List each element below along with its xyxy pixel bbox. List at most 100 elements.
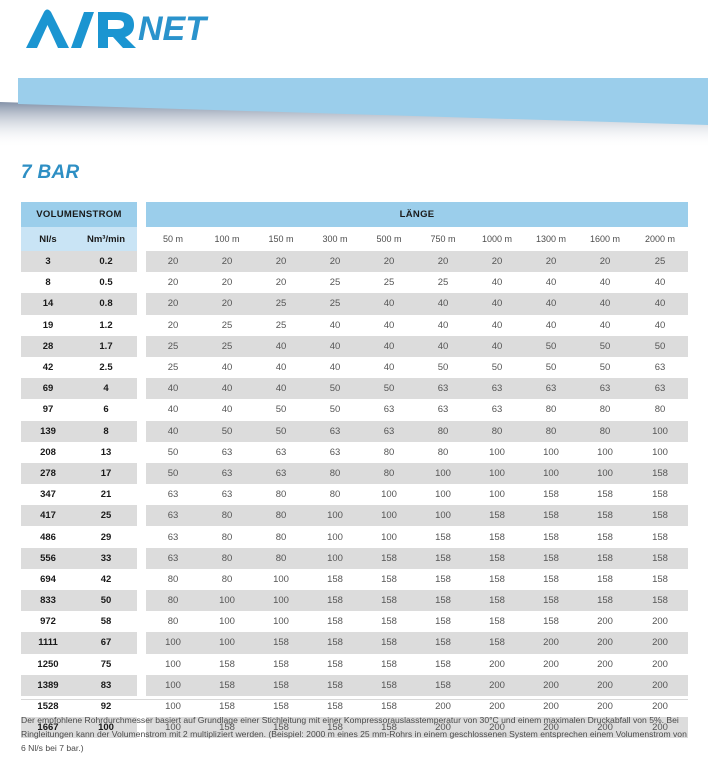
cell-diameter-100m: 80 [200, 505, 254, 527]
cell-diameter-500m: 100 [362, 484, 416, 506]
cell-diameter-1300m: 50 [524, 335, 578, 357]
header-volumenstrom: VOLUMENSTROM [21, 202, 137, 227]
cell-diameter-150m: 40 [254, 356, 308, 379]
cell-diameter-300m: 100 [308, 505, 362, 527]
cell-diameter-300m: 63 [308, 420, 362, 442]
cell-diameter-300m: 40 [308, 356, 362, 379]
page-title: 7 BAR [21, 162, 80, 183]
cell-flow-nm3min: 0.5 [75, 272, 137, 294]
sub-header-row: Nl/s Nm³/min 50 m 100 m 150 m 300 m 500 … [21, 227, 689, 251]
cell-diameter-100m: 50 [200, 420, 254, 442]
cell-diameter-500m: 50 [362, 378, 416, 400]
table-row: 3 0.2 20 20 20 20 20 20 20 20 20 25 [21, 251, 689, 273]
cell-diameter-2000m: 63 [632, 378, 689, 400]
cell-diameter-750m: 80 [416, 420, 470, 442]
cell-flow-nm3min: 67 [75, 632, 137, 654]
cell-diameter-1000m: 158 [470, 526, 524, 548]
cell-diameter-1000m: 100 [470, 441, 524, 463]
cell-diameter-50m: 100 [146, 674, 200, 696]
cell-diameter-2000m: 25 [632, 251, 689, 273]
cell-flow-nls: 1389 [21, 674, 75, 696]
table-row: 69 4 40 40 40 50 50 63 63 63 63 63 [21, 378, 689, 400]
table-row: 556 33 63 80 80 100 158 158 158 158 158 158 [21, 547, 689, 569]
cell-spacer [137, 590, 146, 612]
cell-diameter-500m: 40 [362, 356, 416, 379]
cell-diameter-2000m: 200 [632, 653, 689, 675]
cell-diameter-1300m: 100 [524, 441, 578, 463]
cell-diameter-1600m: 40 [578, 272, 632, 294]
cell-diameter-150m: 100 [254, 611, 308, 633]
cell-diameter-2000m: 158 [632, 484, 689, 506]
diameter-selection-table: VOLUMENSTROM LÄNGE Nl/s Nm³/min 50 m 100… [21, 202, 689, 739]
cell-diameter-500m: 158 [362, 590, 416, 612]
header-laenge: LÄNGE [146, 202, 689, 227]
cell-diameter-100m: 40 [200, 378, 254, 400]
cell-flow-nls: 3 [21, 251, 75, 273]
cell-diameter-750m: 40 [416, 314, 470, 336]
banner-title-bold: METRISCH [600, 174, 690, 195]
cell-diameter-100m: 25 [200, 335, 254, 357]
table-row: 1389 83 100 158 158 158 158 158 200 200 200 200 [21, 674, 689, 696]
cell-diameter-1300m: 158 [524, 547, 578, 569]
cell-diameter-1300m: 158 [524, 526, 578, 548]
cell-flow-nm3min: 13 [75, 441, 137, 463]
cell-diameter-150m: 158 [254, 695, 308, 718]
cell-diameter-500m: 158 [362, 695, 416, 718]
cell-diameter-300m: 20 [308, 251, 362, 273]
table-row: 208 13 50 63 63 63 80 80 100 100 100 100 [21, 441, 689, 463]
cell-diameter-500m: 100 [362, 505, 416, 527]
cell-flow-nm3min: 50 [75, 590, 137, 612]
cell-diameter-2000m: 100 [632, 420, 689, 442]
cell-diameter-1600m: 100 [578, 462, 632, 485]
cell-diameter-300m: 100 [308, 526, 362, 548]
cell-diameter-1300m: 158 [524, 484, 578, 506]
cell-diameter-2000m: 80 [632, 399, 689, 421]
cell-diameter-1300m: 158 [524, 590, 578, 612]
cell-diameter-1300m: 40 [524, 314, 578, 336]
cell-diameter-750m: 100 [416, 462, 470, 485]
cell-diameter-300m: 50 [308, 399, 362, 421]
cell-flow-nls: 972 [21, 611, 75, 633]
cell-diameter-300m: 158 [308, 568, 362, 590]
cell-diameter-300m: 40 [308, 335, 362, 357]
cell-flow-nls: 42 [21, 356, 75, 379]
cell-diameter-150m: 40 [254, 378, 308, 400]
cell-diameter-1600m: 158 [578, 547, 632, 569]
cell-flow-nls: 28 [21, 335, 75, 357]
cell-diameter-1600m: 20 [578, 251, 632, 273]
cell-diameter-150m: 80 [254, 484, 308, 506]
cell-diameter-1300m: 158 [524, 611, 578, 633]
cell-diameter-1000m: 63 [470, 378, 524, 400]
cell-diameter-300m: 158 [308, 653, 362, 675]
cell-diameter-150m: 20 [254, 251, 308, 273]
cell-diameter-150m: 50 [254, 420, 308, 442]
cell-diameter-2000m: 200 [632, 695, 689, 718]
cell-spacer [137, 441, 146, 463]
cell-diameter-50m: 40 [146, 378, 200, 400]
subheader-length-50m: 50 m [146, 227, 200, 251]
cell-diameter-1600m: 200 [578, 674, 632, 696]
cell-diameter-150m: 80 [254, 526, 308, 548]
cell-diameter-150m: 100 [254, 590, 308, 612]
cell-diameter-1600m: 50 [578, 335, 632, 357]
cell-diameter-750m: 200 [416, 717, 470, 739]
cell-diameter-750m: 158 [416, 611, 470, 633]
subheader-length-1300m: 1300 m [524, 227, 578, 251]
banner-title: AUSWAHL DURCHMESSER - METRISCH [361, 174, 690, 196]
cell-diameter-1300m: 100 [524, 462, 578, 485]
cell-spacer [137, 420, 146, 442]
cell-diameter-2000m: 158 [632, 568, 689, 590]
table-row: 417 25 63 80 80 100 100 100 158 158 158 158 [21, 505, 689, 527]
cell-diameter-50m: 63 [146, 505, 200, 527]
cell-diameter-300m: 50 [308, 378, 362, 400]
cell-diameter-150m: 20 [254, 272, 308, 294]
cell-diameter-150m: 158 [254, 674, 308, 696]
cell-diameter-1000m: 200 [470, 674, 524, 696]
cell-diameter-750m: 158 [416, 632, 470, 654]
cell-diameter-1600m: 200 [578, 717, 632, 739]
cell-flow-nm3min: 4 [75, 378, 137, 400]
cell-spacer [137, 272, 146, 294]
cell-diameter-1000m: 158 [470, 568, 524, 590]
cell-diameter-50m: 25 [146, 356, 200, 379]
cell-diameter-500m: 158 [362, 653, 416, 675]
